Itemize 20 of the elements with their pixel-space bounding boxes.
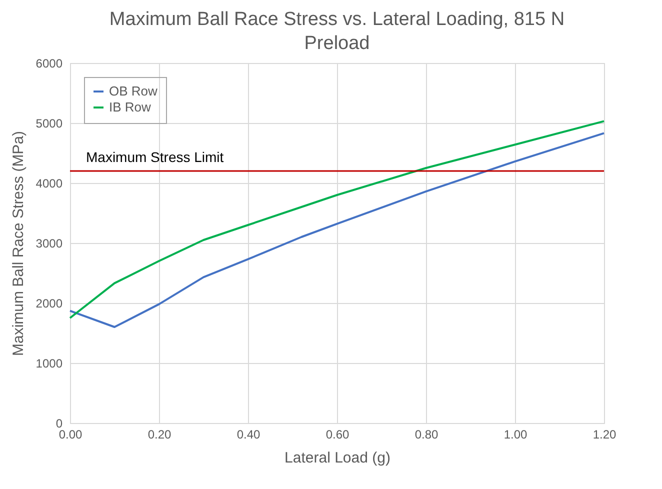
y-tick-label: 4000: [36, 176, 63, 190]
x-tick-label: 0.80: [414, 428, 438, 442]
y-tick-label: 1000: [36, 356, 63, 370]
x-tick-label: 1.00: [504, 428, 528, 442]
legend-label: OB Row: [109, 84, 158, 98]
x-axis-title: Lateral Load (g): [284, 450, 390, 466]
ref-line-label: Maximum Stress Limit: [86, 149, 224, 165]
x-tick-label: 1.20: [592, 428, 616, 442]
legend-label: IB Row: [109, 100, 152, 114]
y-tick-label: 3000: [36, 236, 63, 250]
x-tick-label: 0.00: [58, 428, 82, 442]
x-tick-label: 0.20: [148, 428, 172, 442]
chart-title: Maximum Ball Race Stress vs. Lateral Loading, 815 N Preload: [109, 9, 565, 54]
y-tick-label: 5000: [36, 116, 63, 130]
y-tick-label: 0: [56, 416, 63, 430]
x-tick-label: 0.60: [326, 428, 350, 442]
y-tick-label: 6000: [36, 56, 63, 70]
x-tick-label: 0.40: [236, 428, 260, 442]
y-tick-label: 2000: [36, 296, 63, 310]
y-axis-title: Maximum Ball Race Stress (MPa): [10, 130, 27, 356]
